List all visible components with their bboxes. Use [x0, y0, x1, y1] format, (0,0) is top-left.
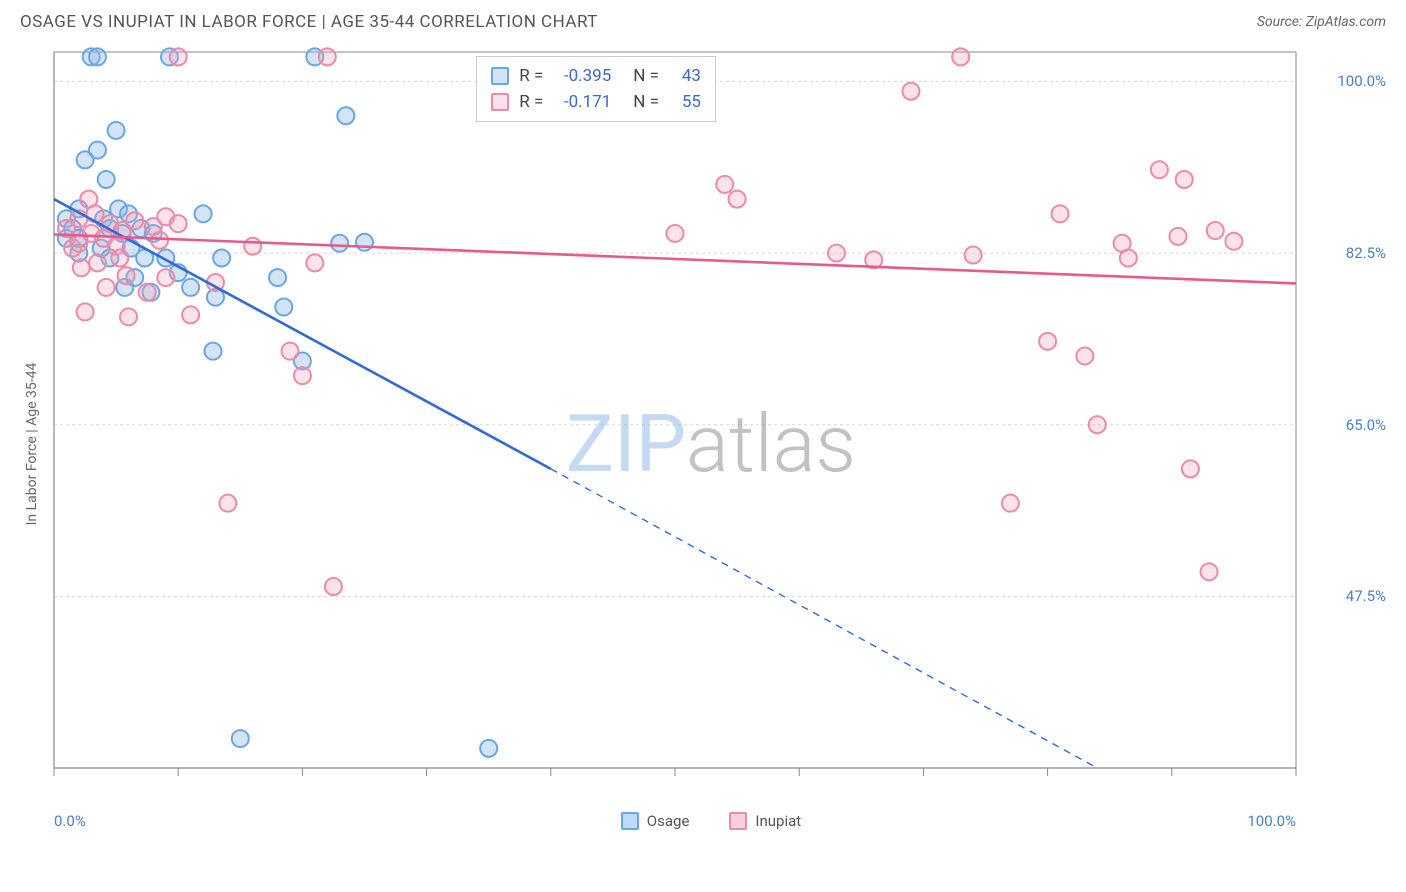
y-axis-label: In Labor Force | Age 35-44: [24, 363, 40, 526]
stats-swatch: [491, 67, 509, 85]
stats-row: R = -0.171 N = 55: [491, 89, 701, 115]
y-tick-label: 100.0%: [1337, 72, 1386, 90]
stats-r-label: R =: [519, 66, 543, 86]
stats-r-value: -0.395: [553, 66, 611, 86]
correlation-scatter-chart: [36, 44, 1366, 814]
y-tick-label: 47.5%: [1346, 587, 1386, 605]
series-legend: Osage Inupiat: [36, 812, 1386, 830]
stats-row: R = -0.395 N = 43: [491, 63, 701, 89]
stats-legend-box: R = -0.395 N = 43 R = -0.171 N = 55: [476, 56, 716, 122]
legend-swatch: [729, 812, 747, 830]
legend-label: Osage: [647, 812, 690, 830]
stats-r-label: R =: [519, 92, 543, 112]
chart-container: In Labor Force | Age 35-44 ZIPatlas R =-…: [36, 44, 1386, 844]
source-label: Source: ZipAtlas.com: [1257, 14, 1386, 30]
y-tick-label: 82.5%: [1346, 244, 1386, 262]
stats-swatch: [491, 93, 509, 111]
legend-item: Inupiat: [729, 812, 801, 830]
stats-n-value: 43: [669, 66, 701, 86]
stats-n-label: N =: [633, 92, 659, 112]
stats-r-value: -0.171: [553, 92, 611, 112]
stats-n-value: 55: [669, 92, 701, 112]
legend-swatch: [621, 812, 639, 830]
y-tick-label: 65.0%: [1346, 416, 1386, 434]
legend-label: Inupiat: [755, 812, 801, 830]
stats-n-label: N =: [633, 66, 659, 86]
legend-item: Osage: [621, 812, 690, 830]
chart-title: OSAGE VS INUPIAT IN LABOR FORCE | AGE 35…: [20, 12, 598, 32]
